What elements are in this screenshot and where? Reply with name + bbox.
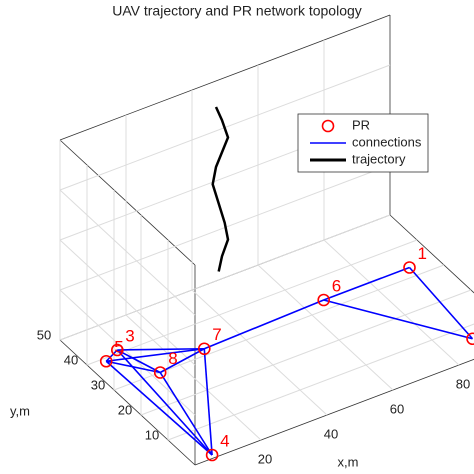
connection (106, 347, 205, 363)
node-label: 1 (418, 244, 427, 263)
grid-line (59, 214, 391, 341)
node-label: 7 (212, 325, 221, 344)
node-label: 6 (332, 276, 341, 295)
axis-box (59, 339, 196, 466)
y-tick-label: 40 (64, 352, 78, 367)
x-tick-label: 20 (258, 451, 272, 466)
legend-label: trajectory (352, 151, 406, 166)
trajectory-line (211, 106, 230, 272)
pr-node (317, 293, 331, 307)
connection (159, 348, 205, 374)
connection (105, 360, 213, 456)
node-label: 5 (114, 338, 123, 357)
axis-box (59, 139, 196, 266)
grid-line (113, 264, 445, 391)
y-tick-label: 30 (91, 377, 105, 392)
grid-line (257, 264, 394, 391)
pr-node (205, 448, 219, 462)
axis-box (59, 14, 391, 141)
pr-node (99, 354, 113, 368)
connection (408, 266, 474, 340)
legend-label: connections (352, 134, 422, 149)
connection (323, 266, 410, 301)
axis-box (194, 358, 474, 466)
pr-node (153, 366, 167, 379)
pr-node (111, 343, 124, 357)
wall-grid (59, 189, 196, 316)
wall-grid (59, 239, 196, 366)
grid-line (323, 239, 460, 366)
connection (159, 372, 213, 456)
grid-line (191, 289, 328, 416)
grid-line (167, 323, 474, 441)
legend-marker (321, 119, 335, 133)
pr-node (198, 342, 211, 356)
grid-line (125, 314, 262, 441)
connection (323, 299, 473, 340)
connection (203, 348, 213, 456)
connection (116, 349, 213, 456)
connection (105, 349, 118, 362)
legend-label: PR (352, 117, 370, 132)
x-tick-label: 80 (456, 376, 470, 391)
chart-title: UAV trajectory and PR network topology (112, 3, 362, 19)
x-axis-label: x,m (338, 454, 359, 469)
connection (116, 349, 161, 374)
node-label: 4 (220, 431, 229, 450)
connection (117, 347, 205, 351)
grid-line (140, 289, 472, 416)
wall-grid (59, 289, 196, 416)
y-tick-label: 50 (37, 327, 51, 342)
y-axis-label: y,m (10, 403, 30, 418)
node-label: 3 (125, 326, 134, 345)
x-tick-label: 40 (324, 426, 338, 441)
pr-node (403, 261, 416, 274)
connection (203, 299, 325, 350)
pr-node (466, 332, 474, 346)
y-tick-label: 20 (118, 402, 132, 417)
node-label: 8 (168, 349, 177, 368)
axis-box (389, 214, 474, 294)
grid-line (86, 239, 418, 366)
x-tick-label: 60 (390, 401, 404, 416)
y-tick-label: 10 (145, 427, 159, 442)
